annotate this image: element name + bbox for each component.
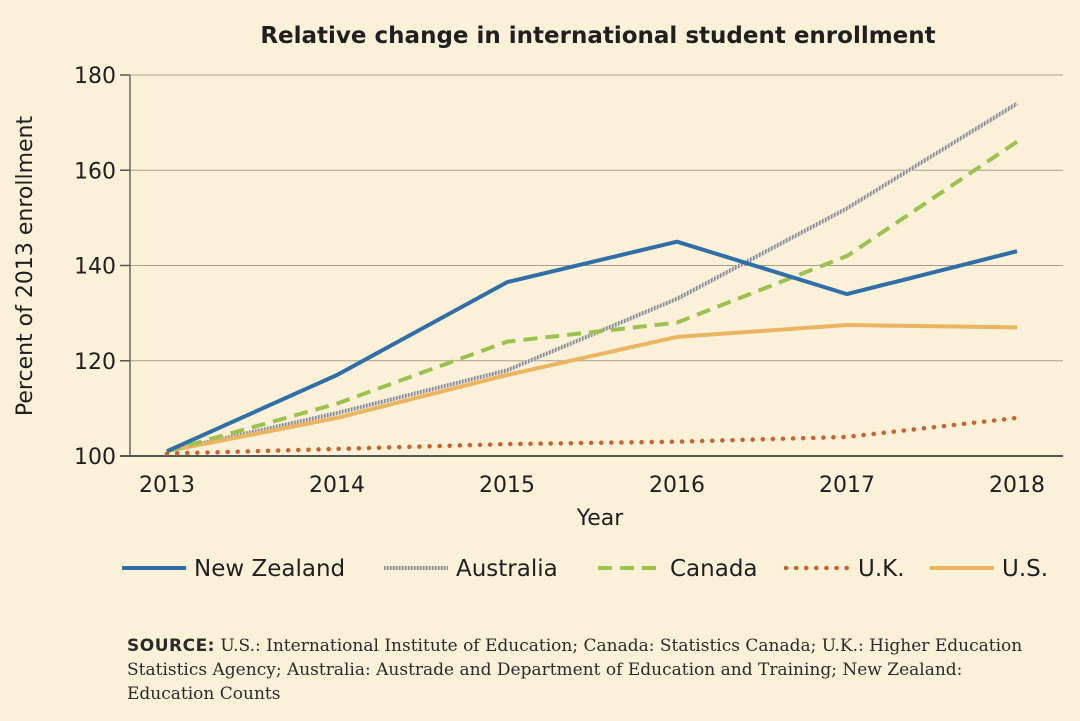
series-line-australia — [166, 101, 1019, 454]
series-line-canada — [166, 140, 1019, 454]
source-note: SOURCE: U.S.: International Institute of… — [127, 634, 1047, 706]
x-tick-label: 2016 — [649, 473, 705, 498]
y-tick-label: 180 — [74, 64, 116, 89]
legend: New Zealand Australia Canada U.K. U.S. — [122, 556, 1048, 582]
legend-label: Australia — [456, 556, 558, 582]
y-tick-label: 120 — [74, 350, 116, 375]
series-line-new-zealand — [166, 239, 1018, 454]
y-tick-labels: 100 120 140 160 180 — [74, 64, 116, 470]
x-axis-label: Year — [576, 506, 625, 531]
chart-title: Relative change in international student… — [260, 23, 935, 49]
x-tick-label: 2013 — [139, 473, 195, 498]
series-lines — [164, 101, 1020, 456]
x-tick-label: 2014 — [309, 473, 365, 498]
line-chart: Relative change in international student… — [13, 23, 1063, 582]
series-line-u-s — [166, 323, 1018, 454]
axes — [120, 75, 1063, 457]
legend-label: Canada — [670, 556, 758, 582]
x-tick-label: 2018 — [989, 473, 1045, 498]
source-label: SOURCE: — [127, 636, 215, 656]
y-tick-label: 160 — [74, 159, 116, 184]
legend-label: New Zealand — [194, 556, 345, 582]
x-tick-label: 2015 — [479, 473, 535, 498]
legend-label: U.K. — [858, 556, 905, 582]
y-axis-label: Percent of 2013 enrollment — [13, 116, 38, 417]
x-tick-labels: 2013 2014 2015 2016 2017 2018 — [139, 473, 1045, 498]
x-tick-label: 2017 — [819, 473, 875, 498]
source-text: U.S.: International Institute of Educati… — [127, 636, 1023, 704]
y-tick-label: 100 — [74, 445, 116, 470]
y-tick-label: 140 — [74, 255, 116, 280]
series-line-u-k — [164, 415, 1020, 456]
gridlines — [120, 74, 1063, 457]
legend-label: U.S. — [1002, 556, 1048, 582]
